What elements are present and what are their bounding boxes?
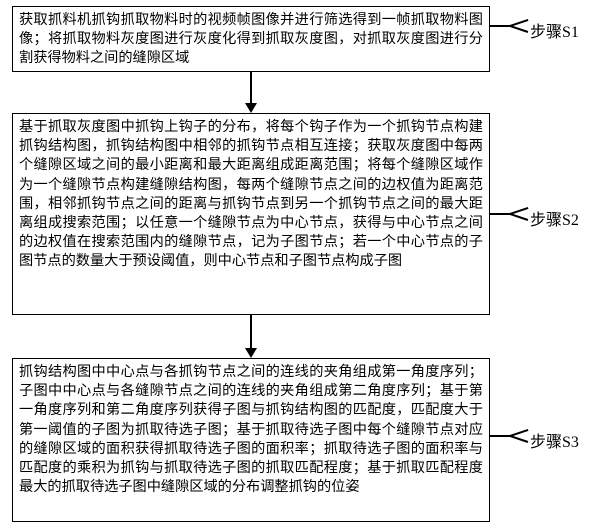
arrow-line-1	[250, 315, 252, 348]
arrow-line-0	[250, 72, 252, 103]
arrow-head-1	[245, 348, 257, 358]
connector-s2-seg-2	[510, 213, 528, 220]
connector-s3-seg-0	[490, 435, 510, 437]
step-label-s2: 步骤S2	[530, 206, 579, 230]
step-box-s1: 获取抓料机抓钩抓取物料时的视频帧图像并进行筛选得到一帧抓取物料图像；将抓取物料灰…	[12, 6, 490, 72]
step-label-s3: 步骤S3	[530, 428, 579, 452]
connector-s2-seg-0	[490, 213, 510, 215]
step-label-s1: 步骤S1	[530, 18, 579, 42]
arrow-head-0	[245, 103, 257, 113]
connector-s1-seg-2	[510, 25, 528, 32]
step-box-s3: 抓钩结构图中中心点与各抓钩节点之间的连线的夹角组成第一角度序列；子图中中心点与各…	[12, 358, 490, 522]
step-box-s2: 基于抓取灰度图中抓钩上钩子的分布，将每个钩子作为一个抓钩节点构建抓钩结构图，抓钩…	[12, 113, 490, 315]
connector-s1-seg-0	[490, 25, 510, 27]
flowchart-canvas: 获取抓料机抓钩抓取物料时的视频帧图像并进行筛选得到一帧抓取物料图像；将抓取物料灰…	[0, 0, 597, 532]
connector-s3-seg-2	[510, 435, 528, 442]
